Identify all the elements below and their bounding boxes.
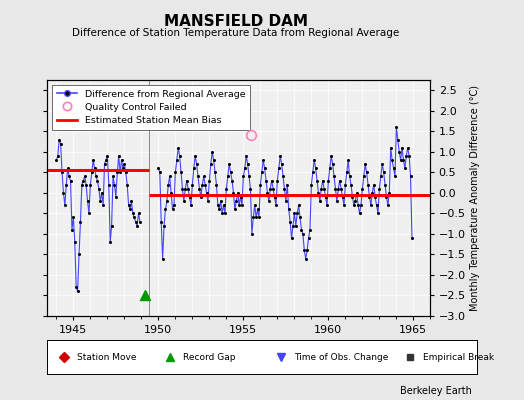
Text: Station Move: Station Move <box>77 352 137 362</box>
Y-axis label: Monthly Temperature Anomaly Difference (°C): Monthly Temperature Anomaly Difference (… <box>470 85 480 311</box>
Text: Empirical Break: Empirical Break <box>423 352 494 362</box>
Legend: Difference from Regional Average, Quality Control Failed, Estimated Station Mean: Difference from Regional Average, Qualit… <box>52 85 250 130</box>
Text: Record Gap: Record Gap <box>182 352 235 362</box>
Text: Berkeley Earth: Berkeley Earth <box>400 386 472 396</box>
Text: MANSFIELD DAM: MANSFIELD DAM <box>164 14 308 29</box>
Text: Time of Obs. Change: Time of Obs. Change <box>294 352 389 362</box>
Text: Difference of Station Temperature Data from Regional Average: Difference of Station Temperature Data f… <box>72 28 399 38</box>
